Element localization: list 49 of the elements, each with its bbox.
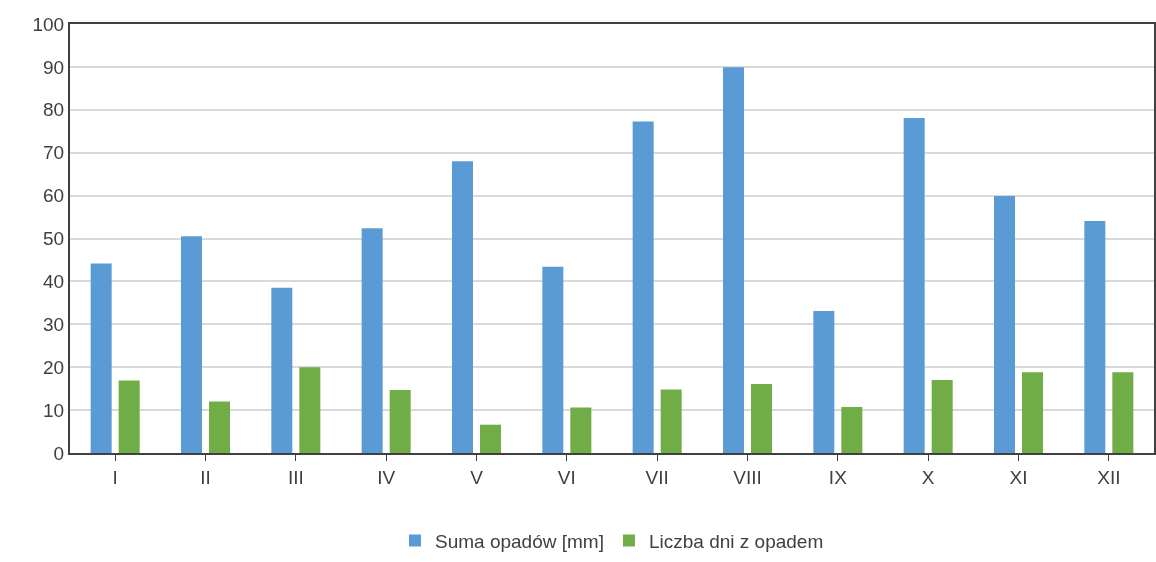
bar [118, 380, 140, 453]
y-tick-label: 70 [43, 142, 65, 164]
legend-label: Suma opadów [mm] [435, 530, 604, 552]
y-tick-label: 80 [43, 99, 65, 121]
bar [751, 383, 772, 453]
x-tick-label: III [287, 466, 304, 488]
x-tick-label: VIII [733, 466, 762, 488]
bar [903, 117, 925, 453]
bar [480, 424, 501, 453]
y-tick-label: 40 [43, 271, 65, 293]
x-tick-label: IX [828, 466, 848, 488]
x-tick-label: X [921, 466, 935, 488]
bar [181, 236, 202, 453]
bar [660, 389, 682, 453]
bar [389, 389, 411, 453]
bar [841, 407, 863, 453]
bar [452, 161, 473, 453]
bar [994, 196, 1015, 453]
bar [209, 401, 230, 453]
y-tick-label: 30 [43, 313, 65, 335]
bar [1084, 220, 1106, 453]
x-tick-label: I [112, 466, 118, 488]
x-tick-label: XII [1097, 466, 1121, 488]
bar [1022, 372, 1043, 453]
y-tick-label: 0 [53, 442, 65, 464]
bar [723, 67, 744, 453]
x-tick-label: VI [557, 466, 576, 488]
bar [931, 380, 953, 453]
bar [299, 367, 321, 453]
bar [570, 407, 592, 453]
x-tick-label: V [470, 466, 484, 488]
bar [271, 287, 293, 453]
bar [361, 228, 383, 453]
x-tick-label: VII [645, 466, 669, 488]
bar [542, 266, 564, 453]
bar [813, 311, 835, 453]
y-tick-label: 20 [43, 356, 65, 378]
x-tick-label: XI [1009, 466, 1028, 488]
y-tick-label: 50 [43, 228, 65, 250]
bar [90, 263, 112, 453]
bar [1112, 372, 1134, 453]
y-tick-label: 90 [43, 56, 65, 78]
y-tick-label: 10 [43, 399, 65, 421]
y-tick-label: 60 [43, 185, 65, 207]
bar [632, 121, 654, 453]
x-tick-label: II [200, 466, 211, 488]
x-tick-label: IV [377, 466, 396, 488]
legend-label: Liczba dni z opadem [648, 530, 824, 552]
y-tick-label: 100 [32, 13, 65, 35]
